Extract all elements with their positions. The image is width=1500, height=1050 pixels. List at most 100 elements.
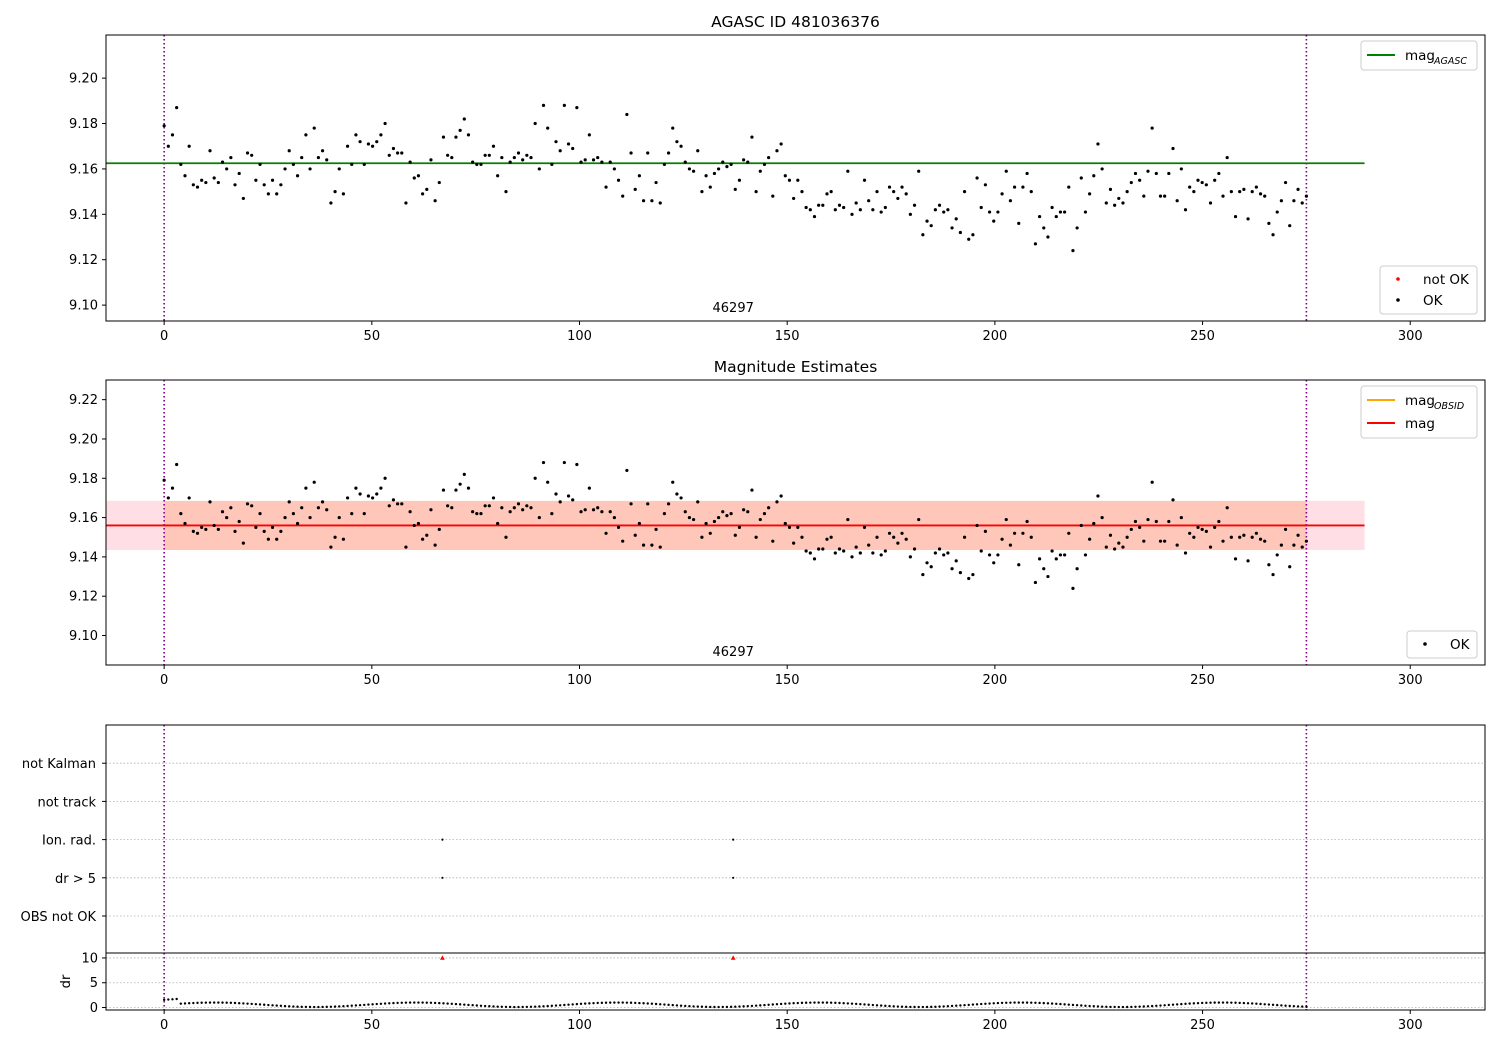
dr-point-230	[1121, 1005, 1125, 1009]
dr-point-66	[438, 1001, 441, 1005]
dr-point-131	[709, 1005, 712, 1009]
dr-point-155	[809, 1001, 812, 1004]
legend-marker-1-0	[1423, 642, 1427, 646]
data-point-1-62	[421, 537, 425, 541]
dr-point-194	[971, 1003, 975, 1006]
data-point-0-90	[537, 167, 541, 171]
dr-point-274	[1305, 1005, 1308, 1008]
data-point-1-258	[1238, 535, 1242, 539]
dr-point-111	[625, 1001, 629, 1004]
data-point-0-7	[191, 183, 195, 187]
data-point-0-173	[883, 205, 887, 210]
data-point-0-233	[1133, 171, 1138, 176]
data-point-0-268	[1279, 199, 1283, 203]
data-point-0-208	[1029, 190, 1033, 194]
data-point-0-235	[1142, 194, 1146, 198]
data-point-1-99	[575, 462, 579, 467]
dr-point-180	[913, 1005, 916, 1009]
dr-point-243	[1175, 1003, 1179, 1006]
data-point-0-32	[295, 174, 300, 178]
data-point-0-128	[696, 149, 700, 153]
data-point-1-201	[1000, 537, 1004, 541]
data-point-0-17	[233, 183, 237, 187]
data-point-0-227	[1108, 187, 1113, 191]
data-point-1-51	[375, 492, 379, 496]
dr-point-122	[671, 1003, 674, 1007]
data-point-0-86	[521, 158, 525, 162]
dr-point-158	[821, 1001, 825, 1004]
dr-point-144	[763, 1003, 766, 1007]
data-point-0-43	[341, 192, 346, 196]
dr-point-226	[1105, 1005, 1108, 1008]
data-point-1-26	[270, 525, 275, 530]
data-point-1-155	[808, 551, 812, 555]
data-point-1-165	[850, 555, 854, 559]
data-point-1-15	[225, 515, 229, 520]
data-point-0-97	[566, 142, 571, 146]
data-point-0-28	[279, 183, 283, 187]
data-point-1-77	[483, 504, 487, 508]
data-point-0-106	[604, 185, 608, 189]
dr-point-42	[338, 1005, 341, 1008]
data-point-0-85	[516, 151, 521, 155]
data-point-0-10	[204, 180, 208, 185]
data-point-0-210	[1037, 214, 1042, 219]
data-point-0-89	[533, 121, 537, 126]
data-point-0-209	[1033, 242, 1038, 246]
dr-point-171	[875, 1004, 879, 1007]
data-point-0-190	[954, 217, 958, 221]
legend-subscript-1-0: OBSID	[1434, 401, 1464, 412]
dr-point-162	[838, 1001, 841, 1005]
dr-point-33	[300, 1005, 303, 1009]
dr-point-233	[1134, 1005, 1137, 1009]
data-point-0-256	[1229, 190, 1233, 194]
data-point-1-180	[912, 547, 917, 551]
data-point-0-94	[554, 140, 558, 144]
dr-point-244	[1180, 1002, 1183, 1006]
dr-point-184	[930, 1005, 933, 1009]
y-tick-label-1-4: 9.18	[69, 472, 98, 487]
dr-point-206	[1021, 1001, 1025, 1004]
data-point-0-93	[550, 162, 554, 166]
data-point-1-40	[329, 545, 333, 549]
data-point-1-52	[379, 486, 383, 490]
data-point-0-39	[325, 158, 329, 162]
data-point-0-211	[1042, 226, 1046, 230]
data-point-0-24	[262, 183, 266, 187]
data-point-0-54	[387, 153, 391, 157]
data-point-0-273	[1300, 201, 1304, 205]
dr-point-0	[162, 998, 166, 1002]
dr-point-242	[1171, 1003, 1175, 1006]
dr-point-214	[1055, 1002, 1058, 1006]
data-point-0-30	[287, 149, 291, 153]
dr-point-95	[558, 1004, 562, 1007]
dr-point-260	[1246, 1002, 1250, 1005]
data-point-1-112	[629, 502, 633, 506]
dr-point-65	[433, 1001, 437, 1005]
dr-point-89	[533, 1005, 537, 1008]
data-point-1-41	[333, 535, 337, 539]
data-point-1-231	[1125, 535, 1129, 539]
data-point-0-184	[929, 224, 933, 228]
data-point-0-72	[462, 117, 466, 121]
data-point-1-250	[1204, 529, 1208, 533]
data-point-0-138	[737, 178, 742, 182]
data-point-1-127	[691, 517, 696, 522]
dr-point-257	[1234, 1001, 1237, 1004]
data-point-0-131	[708, 185, 712, 189]
data-point-1-91	[541, 460, 546, 465]
plot-frame-0	[105, 34, 1486, 322]
data-point-0-74	[471, 160, 475, 164]
dr-point-136	[729, 1005, 733, 1009]
data-point-0-6	[187, 144, 191, 148]
data-point-1-238	[1154, 519, 1158, 524]
legend-marker-0-1	[1396, 298, 1400, 302]
dr-point-51	[375, 1002, 378, 1006]
data-point-0-15	[225, 167, 229, 171]
flag-point-0	[441, 876, 444, 879]
data-point-1-48	[362, 512, 366, 516]
dr-point-150	[788, 1002, 791, 1005]
data-point-1-102	[587, 486, 591, 490]
data-point-1-251	[1208, 545, 1213, 549]
data-point-1-47	[358, 492, 362, 496]
